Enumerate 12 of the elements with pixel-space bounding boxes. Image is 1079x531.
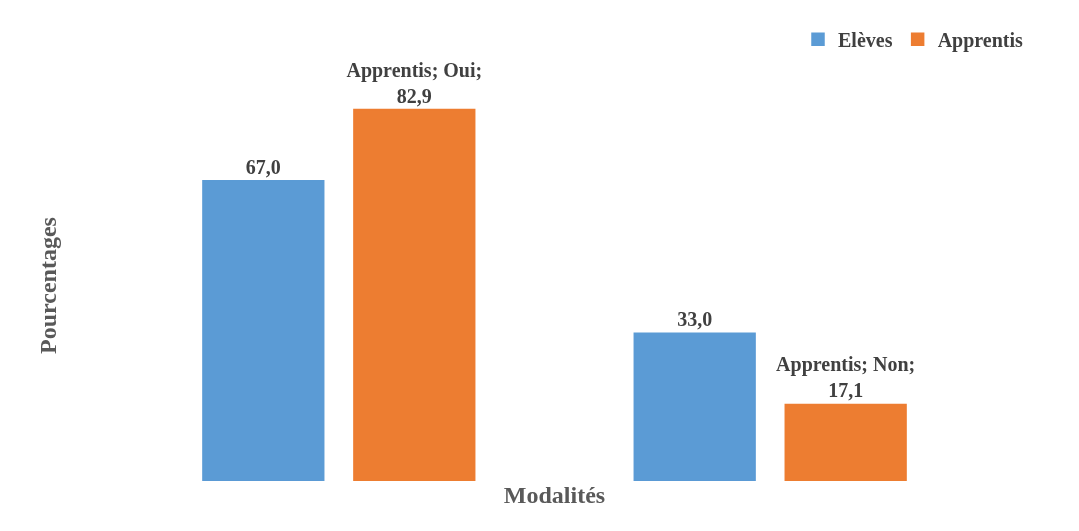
bar	[202, 180, 325, 481]
x-axis-title: Modalités	[503, 482, 606, 509]
legend-label: Elèves	[838, 29, 893, 52]
legend-label: Apprentis	[937, 29, 1024, 53]
bar	[633, 332, 756, 481]
y-axis-title: Pourcentages	[35, 217, 62, 354]
data-label: 67,0	[245, 155, 281, 178]
bar	[784, 403, 907, 481]
data-label: 33,0	[677, 308, 713, 331]
data-label: Apprentis; Non; 17,1	[776, 353, 916, 402]
data-label: Apprentis; Oui; 82,9	[346, 58, 483, 107]
bar	[353, 108, 476, 481]
